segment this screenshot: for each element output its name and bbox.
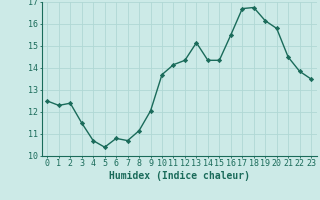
X-axis label: Humidex (Indice chaleur): Humidex (Indice chaleur): [109, 171, 250, 181]
